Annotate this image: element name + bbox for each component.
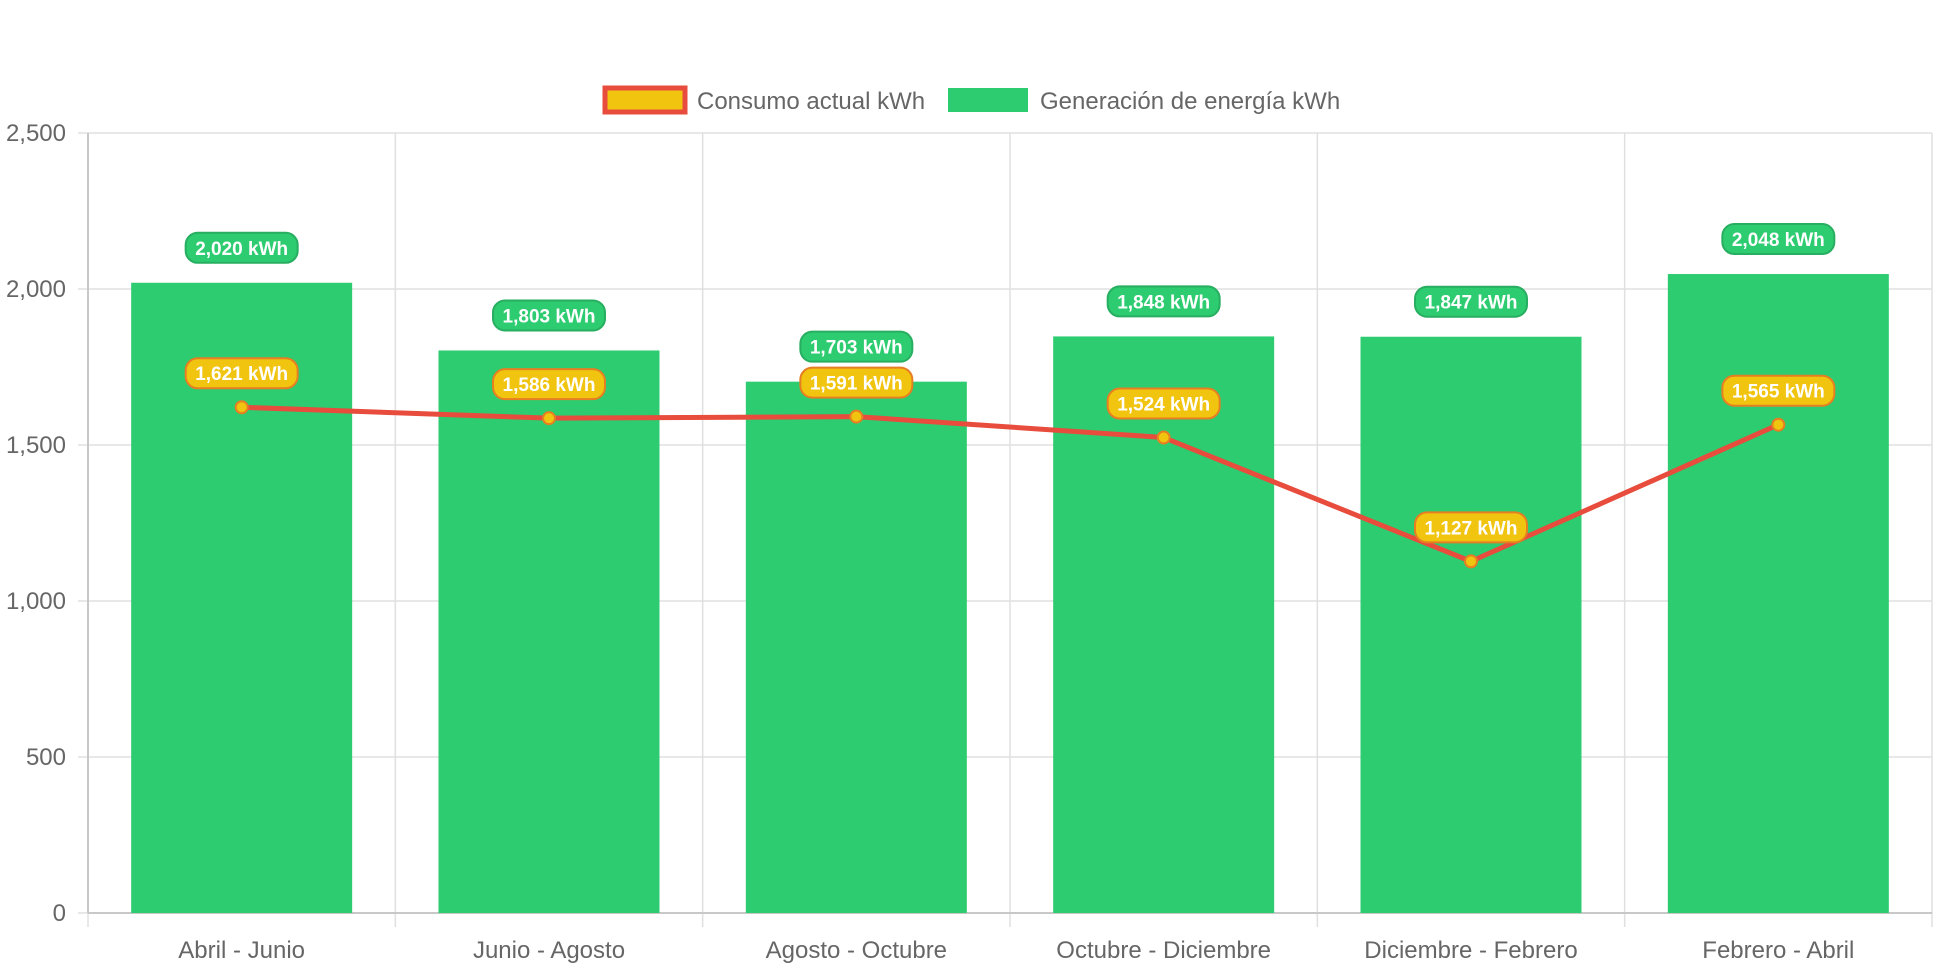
bar-data-label: 2,048 kWh [1721,223,1836,256]
bar-data-label-text: 1,847 kWh [1425,293,1518,314]
bar-data-label: 1,848 kWh [1106,285,1221,318]
legend-item-consumo[interactable]: Consumo actual kWh [602,85,925,115]
line-data-label-text: 1,524 kWh [1117,395,1210,416]
y-axis: 0 500 1,000 1,500 2,000 2,500 [6,120,66,927]
bar[interactable] [745,381,967,913]
bar-data-label-bg [1414,285,1528,318]
bar-data-label-text: 2,020 kWh [195,239,288,260]
line-point[interactable] [234,400,249,415]
bar-data-label-bg [1106,285,1221,318]
bar-data-label: 2,020 kWh [184,231,299,264]
line-data-label: 1,591 kWh [799,366,914,399]
bar-data-label: 1,847 kWh [1414,285,1528,318]
line-data-label-text: 1,565 kWh [1732,382,1825,403]
line-data-label: 1,565 kWh [1721,374,1836,407]
line-data-label: 1,524 kWh [1106,387,1221,420]
legend: Consumo actual kWh Generación de energía… [602,85,1340,115]
line-data-label: 1,621 kWh [184,357,299,390]
line-data-label-bg [184,357,299,390]
legend-label-generacion: Generación de energía kWh [1040,88,1340,115]
bar-data-label-bg [184,231,299,264]
line-data-label: 1,127 kWh [1414,511,1528,544]
bar[interactable] [438,350,660,913]
bar-data-label-text: 1,703 kWh [810,338,903,359]
line-point[interactable] [1156,430,1171,445]
bar-data-label: 1,703 kWh [799,330,914,363]
bar[interactable] [1667,274,1889,913]
bar-series [131,274,1889,914]
legend-swatch-consumo [602,85,688,115]
y-tick-label: 2,500 [6,120,66,147]
bar-data-label-bg [1721,223,1836,256]
y-tick-label: 1,500 [6,432,66,459]
bar-data-label-text: 2,048 kWh [1732,230,1825,251]
x-tick-label: Abril - Junio [178,937,305,964]
bar-data-label-text: 1,848 kWh [1117,292,1210,313]
bar[interactable] [1360,336,1582,914]
line-data-label-bg [1414,511,1528,544]
legend-swatch-generacion [948,88,1028,112]
bar-data-label: 1,803 kWh [492,299,606,332]
legend-label-consumo: Consumo actual kWh [697,88,925,115]
x-tick-label: Junio - Agosto [473,937,625,964]
line-data-label-text: 1,586 kWh [503,375,596,396]
x-tick-label: Febrero - Abril [1702,937,1854,964]
x-tick-label: Octubre - Diciembre [1056,937,1271,964]
line-data-label-bg [1721,374,1836,407]
line-data-label-bg [799,366,914,399]
line-data-label-text: 1,591 kWh [810,374,903,395]
line-data-label-bg [1106,387,1221,420]
bar[interactable] [1053,336,1275,913]
y-tick-label: 1,000 [6,588,66,615]
y-tick-label: 0 [53,900,66,927]
line-point[interactable] [542,411,556,426]
x-axis: Abril - Junio Junio - Agosto Agosto - Octu… [178,937,1854,964]
y-tick-label: 2,000 [6,276,66,303]
bar-data-label-bg [799,330,914,363]
bar-data-label-text: 1,803 kWh [503,306,596,327]
line-data-labels: 1,621 kWh 1,586 kWh 1,591 kWh 1,524 kWh 1,12… [184,357,1836,544]
legend-item-generacion[interactable]: Generación de energía kWh [948,88,1340,115]
y-tick-label: 500 [26,744,66,771]
line-data-label-bg [492,368,606,401]
line-data-label-text: 1,127 kWh [1425,518,1518,539]
x-tick-label: Agosto - Octubre [766,937,947,964]
line-point[interactable] [849,409,864,424]
line-point[interactable] [1464,554,1478,569]
line-data-label-text: 1,621 kWh [195,364,288,385]
bar-data-label-bg [492,299,606,332]
bar-data-labels: 2,020 kWh 1,803 kWh 1,703 kWh 1,848 kWh 1,84… [184,223,1836,363]
grid [78,132,1933,927]
line-point[interactable] [1771,417,1786,432]
x-tick-label: Diciembre - Febrero [1364,937,1577,964]
line-data-label: 1,586 kWh [492,368,606,401]
